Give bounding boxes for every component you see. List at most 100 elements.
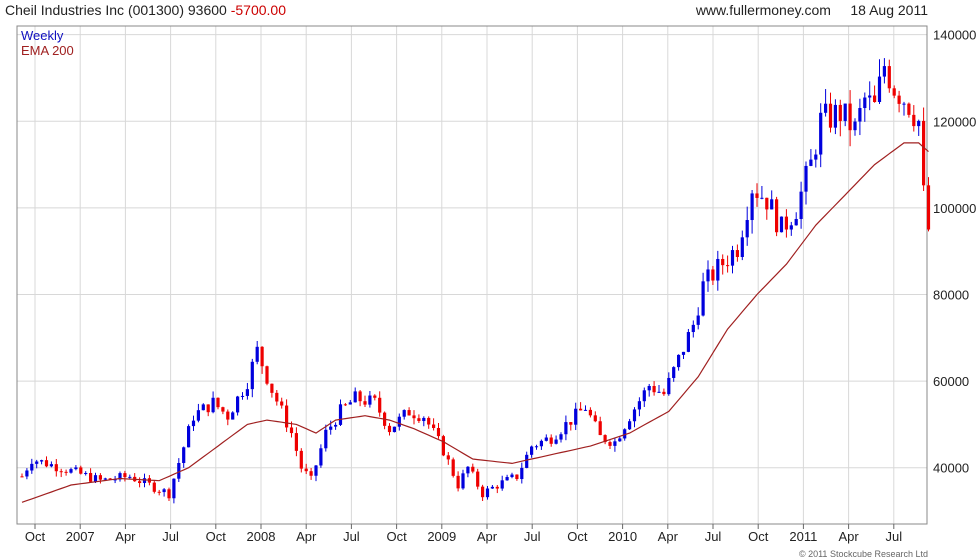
candle-body <box>196 410 200 421</box>
candle-body <box>240 395 245 397</box>
candle-body <box>505 477 509 481</box>
x-tick-label: Apr <box>296 529 317 544</box>
y-tick-label: 100000 <box>933 201 976 216</box>
candle-body <box>40 460 44 462</box>
candle-body <box>848 103 852 131</box>
candle-body <box>177 462 181 479</box>
candle-body <box>628 421 632 430</box>
candle-body <box>211 397 215 413</box>
candle-body <box>35 461 39 464</box>
candle-body <box>877 76 882 103</box>
candle-body <box>574 408 578 425</box>
last-price: 93600 <box>187 2 227 18</box>
x-tick-label: Jul <box>705 529 722 544</box>
candle-body <box>779 216 784 233</box>
x-tick-label: Jul <box>343 529 360 544</box>
x-tick-label: Apr <box>838 529 859 544</box>
candle-body <box>407 410 411 416</box>
candle-body <box>750 193 754 221</box>
candle-body <box>853 121 857 131</box>
candle-body <box>476 471 480 487</box>
candle-body <box>123 473 127 478</box>
candle-body <box>784 216 788 230</box>
candle-body <box>69 469 73 473</box>
candle-body <box>172 478 176 499</box>
candle-body <box>245 389 249 396</box>
candle-body <box>583 409 588 411</box>
candle-body <box>412 415 416 419</box>
candle-body <box>711 269 715 281</box>
candle-body <box>270 383 274 393</box>
candle-body <box>255 346 259 362</box>
candle-body <box>902 103 906 105</box>
candle-body <box>422 417 426 422</box>
candle-body <box>191 420 196 427</box>
candle-body <box>481 486 485 498</box>
candle-body <box>441 436 445 456</box>
candle-body <box>387 425 392 433</box>
candle-body <box>740 237 744 257</box>
grid <box>17 26 927 524</box>
candle-body <box>608 442 612 446</box>
candle-body <box>922 120 926 186</box>
candle-body <box>378 397 382 413</box>
x-tick-label: 2009 <box>427 529 456 544</box>
candle-body <box>64 471 68 473</box>
candle-body <box>662 391 666 395</box>
candle-body <box>397 416 401 427</box>
plot-frame <box>16 25 928 525</box>
candle-body <box>554 439 558 444</box>
candle-body <box>20 476 24 478</box>
candle-body <box>696 315 700 325</box>
x-tick-label: Oct <box>25 529 46 544</box>
candle-body <box>294 433 298 451</box>
candle-body <box>809 159 813 166</box>
candle-body <box>500 480 504 489</box>
candle-body <box>348 402 352 405</box>
candle-body <box>686 332 690 352</box>
legend-ema: EMA 200 <box>21 43 74 58</box>
price-change: -5700.00 <box>230 2 286 18</box>
x-axis: Oct 2007 Apr Jul Oct 2008 Apr Jul Oct 2009 Apr Jul O… <box>25 524 902 544</box>
candle-body <box>79 467 83 474</box>
candle-body <box>118 473 122 480</box>
candle-body <box>677 354 681 368</box>
candle-body <box>128 476 132 478</box>
candle-body <box>637 401 641 410</box>
candle-body <box>799 191 803 219</box>
candle-body <box>466 466 470 474</box>
candle-body <box>642 390 646 402</box>
candle-body <box>819 112 823 155</box>
candle-body <box>113 479 117 481</box>
candle-body <box>84 472 88 474</box>
candle-body <box>510 474 514 478</box>
candle-body <box>358 391 362 402</box>
candle-body <box>187 426 191 448</box>
candle-body <box>770 199 774 210</box>
candle-body <box>138 481 142 484</box>
candle-body <box>598 421 602 436</box>
candle-body <box>167 489 171 499</box>
candle-body <box>451 459 455 476</box>
candle-body <box>30 463 34 471</box>
copyright-note: © 2011 Stockcube Research Ltd <box>798 549 928 559</box>
candle-body <box>755 193 759 198</box>
candle-body <box>515 474 519 480</box>
candle-body <box>456 475 460 489</box>
candle-body <box>544 437 548 441</box>
y-tick-label: 140000 <box>933 28 976 43</box>
candle-body <box>726 265 730 267</box>
candle-body <box>182 447 186 463</box>
candle-body <box>917 120 921 127</box>
candle-body <box>882 66 886 77</box>
y-tick-label: 120000 <box>933 114 976 129</box>
candle-body <box>701 281 705 316</box>
candle-body <box>285 405 289 428</box>
candle-body <box>691 324 695 333</box>
chart-title: Cheil Industries Inc (001300) 93600 -570… <box>5 2 286 18</box>
candle-body <box>304 468 308 472</box>
candle-body <box>44 460 49 467</box>
candle-body <box>260 346 264 367</box>
candle-body <box>103 478 107 480</box>
